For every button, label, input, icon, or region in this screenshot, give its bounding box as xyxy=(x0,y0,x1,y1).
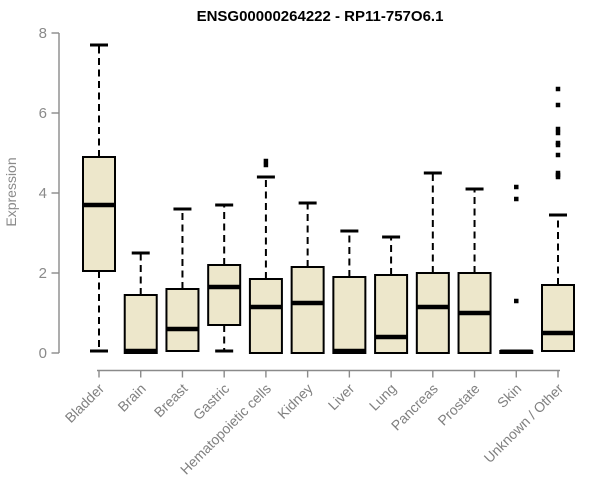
y-tick-label: 6 xyxy=(39,105,47,122)
box-rect xyxy=(374,274,409,354)
box-group-lung xyxy=(374,235,409,354)
y-axis-label: Expression xyxy=(3,157,19,226)
box-rect xyxy=(248,278,283,354)
box-group-gastric xyxy=(207,203,242,353)
box-rect xyxy=(332,276,367,354)
box-group-kidney xyxy=(290,201,325,354)
outlier-point xyxy=(514,196,519,202)
y-tick-label: 4 xyxy=(39,185,47,202)
outlier-point xyxy=(555,102,561,108)
box-group-pancreas xyxy=(415,171,450,354)
outlier-point xyxy=(555,174,561,180)
outlier-point xyxy=(514,184,519,190)
x-category-label: Unknown / Other xyxy=(481,380,567,466)
box-group-brain xyxy=(123,251,158,354)
x-category-label: Skin xyxy=(494,380,525,411)
x-category-label: Liver xyxy=(325,380,358,413)
outlier-point xyxy=(555,130,561,136)
x-category-label: Kidney xyxy=(274,380,316,422)
x-category-label: Bladder xyxy=(62,380,108,426)
box-rect xyxy=(415,272,450,354)
x-category-label: Brain xyxy=(114,380,148,414)
x-category-label: Lung xyxy=(366,380,399,413)
box-group-liver xyxy=(332,229,367,354)
outlier-point xyxy=(555,86,561,92)
y-tick-label: 2 xyxy=(39,265,47,282)
box-group-skin xyxy=(499,184,534,355)
y-tick-label: 8 xyxy=(39,25,47,42)
box-rect xyxy=(541,284,575,352)
outlier-point xyxy=(555,152,561,158)
x-category-label: Breast xyxy=(151,380,191,420)
box-rect xyxy=(290,266,325,354)
outlier-point xyxy=(555,126,561,132)
outlier-point xyxy=(263,158,269,164)
box-group-prostate xyxy=(457,187,492,354)
box-group-unknown-other xyxy=(541,86,575,352)
box-group-bladder xyxy=(82,43,116,353)
box-rect xyxy=(82,156,116,272)
chart-title: ENSG00000264222 - RP11-757O6.1 xyxy=(197,8,444,25)
x-category-label: Prostate xyxy=(434,380,482,428)
y-axis: 0 2 4 6 8 xyxy=(39,25,60,362)
box-group-hematopoietic-cells xyxy=(248,158,283,354)
box-group-breast xyxy=(165,207,200,352)
box-rect xyxy=(207,264,242,326)
box-series xyxy=(82,43,575,355)
outlier-point xyxy=(514,298,519,304)
box-rect xyxy=(165,288,200,352)
outlier-point xyxy=(555,142,561,148)
y-tick-label: 0 xyxy=(39,345,47,362)
outlier-point xyxy=(263,162,269,168)
box-rect xyxy=(123,294,158,354)
